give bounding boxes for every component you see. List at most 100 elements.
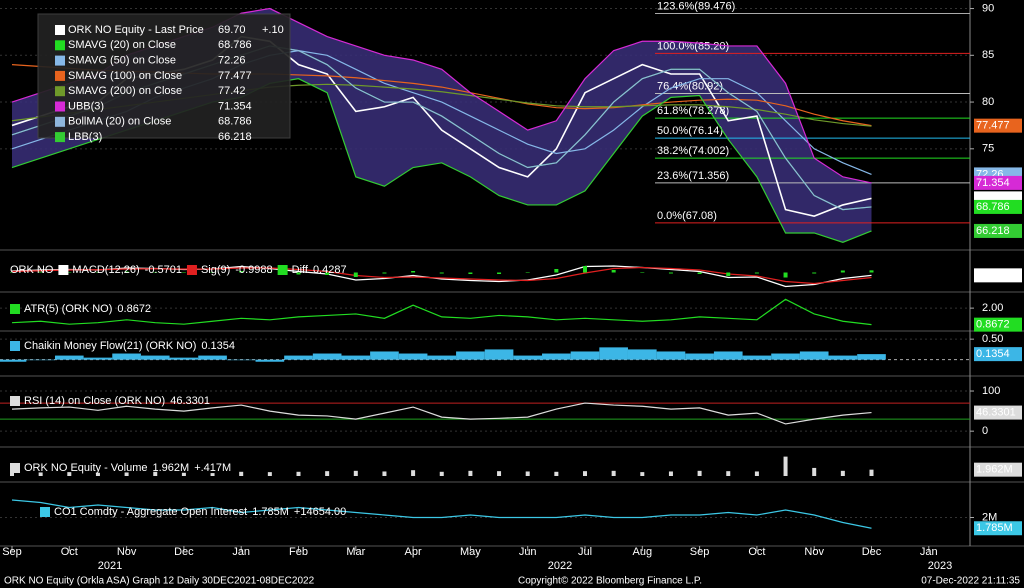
legend-value: 0.8672 (117, 303, 151, 315)
area-bar (226, 359, 256, 361)
year-label: 2023 (928, 560, 952, 572)
legend-change: +.10 (262, 24, 284, 36)
bar (611, 470, 616, 476)
y-tick-label: 0.50 (982, 333, 1003, 345)
bar (38, 271, 43, 273)
area-bar (398, 353, 428, 360)
value-tag-bg (974, 268, 1022, 283)
legend-swatch (55, 70, 65, 81)
legend-title: ORK NO (10, 264, 54, 276)
footer-center: Copyright© 2022 Bloomberg Finance L.P. (518, 576, 702, 587)
x-tick-label: Nov (804, 546, 824, 558)
value-tag-bg (974, 347, 1022, 362)
bar (10, 472, 14, 476)
value-tag: 66.218 (976, 225, 1010, 237)
area-bar (255, 359, 285, 362)
fibonacci-label: 76.4%(80.92) (657, 80, 723, 92)
bar (38, 472, 43, 476)
legend-label: SMAVG (200) on Close (68, 85, 182, 97)
bar (124, 271, 129, 273)
legend-label: MACD(12,26) (72, 264, 139, 276)
value-tag: 0.8672 (976, 319, 1010, 331)
footer-left: ORK NO Equity (Orkla ASA) Graph 12 Daily… (4, 576, 315, 587)
bar (411, 470, 416, 476)
legend-label: Chaikin Money Flow(21) (ORK NO) (24, 340, 196, 352)
bar (812, 272, 817, 274)
year-label: 2021 (98, 560, 122, 572)
area-bar (570, 351, 600, 360)
bar (554, 269, 559, 273)
bar (697, 470, 702, 476)
bar (497, 471, 502, 476)
area-bar (284, 355, 313, 360)
legend-label: SMAVG (50) on Close (68, 55, 176, 67)
x-tick-label: Oct (748, 546, 765, 558)
legend-label: BollMA (20) on Close (68, 116, 171, 128)
bar (181, 472, 186, 476)
legend-value: 1.785M (252, 506, 289, 518)
year-label: 2022 (548, 560, 572, 572)
legend-value: 0.1354 (201, 340, 235, 352)
bar (296, 471, 301, 476)
value-tag: -0.5701 (976, 269, 1013, 281)
x-tick-label: Feb (289, 546, 308, 558)
area-bar (0, 359, 27, 362)
bar (840, 270, 845, 273)
series-line (11, 298, 872, 326)
value-tag: 0.1354 (976, 348, 1010, 360)
area-bar (341, 355, 371, 360)
legend-value: 72.26 (218, 55, 246, 67)
legend-value: 77.477 (218, 70, 252, 82)
bar (640, 472, 645, 476)
area-bar (112, 353, 141, 360)
bar (239, 271, 244, 273)
legend-label: Diff (292, 264, 309, 276)
bar (124, 472, 129, 476)
legend-label: Sig(9) (201, 264, 230, 276)
value-tag: 1.785M (976, 522, 1013, 534)
area-bar (685, 353, 714, 360)
bar (525, 471, 530, 476)
legend-value: 46.3301 (170, 395, 210, 407)
legend-change: +14654.00 (294, 506, 346, 518)
value-tag-bg (974, 317, 1022, 332)
bar (267, 472, 272, 476)
y-tick-label: 2M (982, 511, 997, 523)
bar (181, 272, 186, 273)
x-tick-label: Jun (519, 546, 537, 558)
legend-swatch (10, 341, 20, 351)
y-tick-label: 2.00 (982, 302, 1003, 314)
area-bar (656, 351, 686, 360)
area-bar (370, 351, 399, 360)
legend-swatch (55, 40, 65, 51)
legend-swatch (186, 265, 197, 275)
area-bar (799, 351, 829, 360)
area-bar (713, 351, 743, 360)
area-bar (169, 357, 199, 360)
value-tag-bg (974, 405, 1022, 420)
bar (726, 272, 731, 276)
value-tag-bg (974, 223, 1022, 238)
bar (783, 272, 788, 278)
x-tick-label: Mar (346, 546, 365, 558)
value-tag-bg (974, 199, 1022, 214)
area-bar (198, 355, 227, 360)
bar (267, 272, 272, 273)
value-tag: 77.477 (976, 120, 1010, 132)
fibonacci-label: 50.0%(76.14) (657, 125, 723, 137)
bar (210, 473, 215, 476)
legend-label: ORK NO Equity - Last Price (68, 24, 204, 36)
area-bar (771, 353, 800, 360)
value-tag-bg (974, 175, 1022, 190)
x-tick-label: Sep (690, 546, 710, 558)
bar (840, 470, 845, 476)
area-bar (140, 355, 170, 360)
legend-swatch (55, 55, 65, 66)
legend-label: CO1 Comdty - Aggregate Open Interest (54, 506, 247, 518)
legend-value: 77.42 (218, 85, 246, 97)
area-bar (427, 355, 457, 360)
value-tag: 68.786 (976, 201, 1010, 213)
legend-swatch (40, 507, 50, 517)
value-tag-bg (974, 462, 1022, 477)
